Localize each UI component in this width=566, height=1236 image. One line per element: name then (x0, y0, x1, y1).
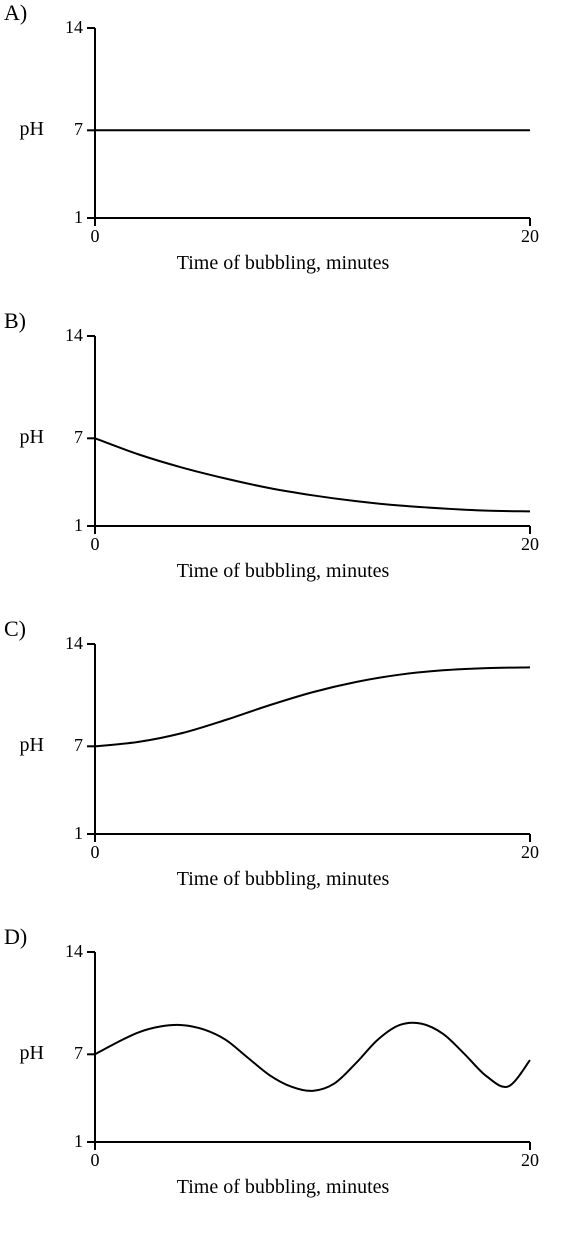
x-axis-label: Time of bubbling, minutes (0, 560, 566, 583)
x-tick-label: 20 (515, 534, 545, 555)
y-axis-label: pH (4, 1042, 44, 1065)
y-tick-label: 7 (55, 1043, 83, 1064)
panel-c: C) 1 7 14 pH 0 20 Time of bubbling, minutes (0, 616, 566, 924)
x-tick-label: 0 (80, 226, 110, 247)
curve-b (95, 438, 530, 511)
x-tick-label: 20 (515, 842, 545, 863)
x-tick-label: 20 (515, 1150, 545, 1171)
panel-a: A) 1 7 14 pH 0 20 Time of bubbling, minutes (0, 0, 566, 308)
panel-label-d: D) (4, 924, 27, 950)
x-axis-label: Time of bubbling, minutes (0, 252, 566, 275)
x-tick-label: 0 (80, 534, 110, 555)
panel-label-c: C) (4, 616, 26, 642)
y-tick-label: 14 (55, 633, 83, 654)
x-tick-label: 20 (515, 226, 545, 247)
plot-c (85, 634, 540, 844)
panel-label-b: B) (4, 308, 26, 334)
y-tick-label: 1 (55, 823, 83, 844)
plot-d (85, 942, 540, 1152)
y-tick-label: 1 (55, 207, 83, 228)
curve-d (95, 1023, 530, 1091)
x-axis-label: Time of bubbling, minutes (0, 1176, 566, 1199)
plot-a (85, 18, 540, 228)
y-tick-label: 14 (55, 325, 83, 346)
y-tick-label: 14 (55, 941, 83, 962)
y-tick-label: 7 (55, 735, 83, 756)
panel-b: B) 1 7 14 pH 0 20 Time of bubbling, minutes (0, 308, 566, 616)
y-tick-label: 14 (55, 17, 83, 38)
y-tick-label: 7 (55, 427, 83, 448)
panel-d: D) 1 7 14 pH 0 20 Time of bubbling, minutes (0, 924, 566, 1232)
y-tick-label: 1 (55, 1131, 83, 1152)
y-tick-label: 7 (55, 119, 83, 140)
x-tick-label: 0 (80, 1150, 110, 1171)
y-axis-label: pH (4, 118, 44, 141)
y-tick-label: 1 (55, 515, 83, 536)
plot-b (85, 326, 540, 536)
y-axis-label: pH (4, 734, 44, 757)
panel-label-a: A) (4, 0, 27, 26)
y-axis-label: pH (4, 426, 44, 449)
curve-c (95, 667, 530, 746)
x-axis-label: Time of bubbling, minutes (0, 868, 566, 891)
x-tick-label: 0 (80, 842, 110, 863)
